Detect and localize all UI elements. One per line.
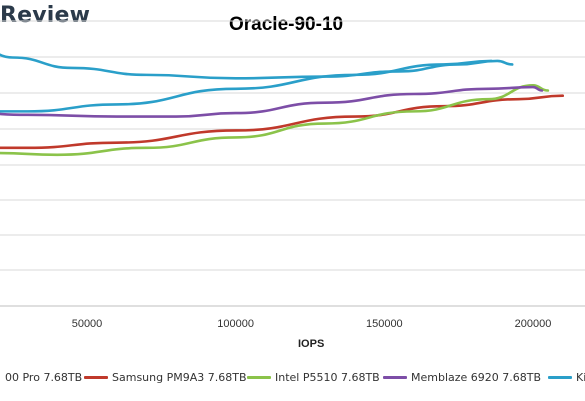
legend: 00 Pro 7.68TB Samsung PM9A3 7.68TB Intel…: [0, 371, 585, 389]
x-tick-label: 100000: [217, 318, 254, 330]
legend-item-4: Ki: [548, 371, 585, 384]
brand-logo-text: Review: [0, 3, 91, 28]
series-line: [0, 59, 493, 113]
legend-label: Memblaze 6920 7.68TB: [411, 371, 542, 384]
x-axis-label: IOPS: [298, 338, 325, 350]
legend-swatch: [84, 376, 108, 379]
x-tick-labels: 50000 100000 150000 200000: [72, 318, 552, 330]
legend-item-0: 00 Pro 7.68TB: [5, 371, 82, 384]
series-line: [0, 94, 565, 150]
legend-item-3: Memblaze 6920 7.68TB: [383, 371, 541, 384]
legend-item-1: Samsung PM9A3 7.68TB: [84, 371, 247, 384]
legend-label: Ki: [576, 371, 585, 384]
x-tick-label: 150000: [366, 318, 403, 330]
series-line: [0, 83, 550, 157]
legend-swatch: [247, 376, 271, 379]
series-line: [0, 53, 514, 80]
legend-label: Intel P5510 7.68TB: [275, 371, 380, 384]
legend-swatch: [548, 376, 572, 379]
legend-swatch: [383, 376, 407, 379]
series-line: [0, 85, 544, 118]
x-tick-label: 200000: [515, 318, 552, 330]
grid-lines: [0, 20, 585, 307]
series-lines: [0, 53, 565, 157]
legend-label: Samsung PM9A3 7.68TB: [112, 371, 247, 384]
chart-title: Oracle-90-10: [229, 14, 344, 35]
legend-label: 00 Pro 7.68TB: [5, 371, 83, 384]
legend-item-2: Intel P5510 7.68TB: [247, 371, 380, 384]
x-tick-label: 50000: [72, 318, 103, 330]
